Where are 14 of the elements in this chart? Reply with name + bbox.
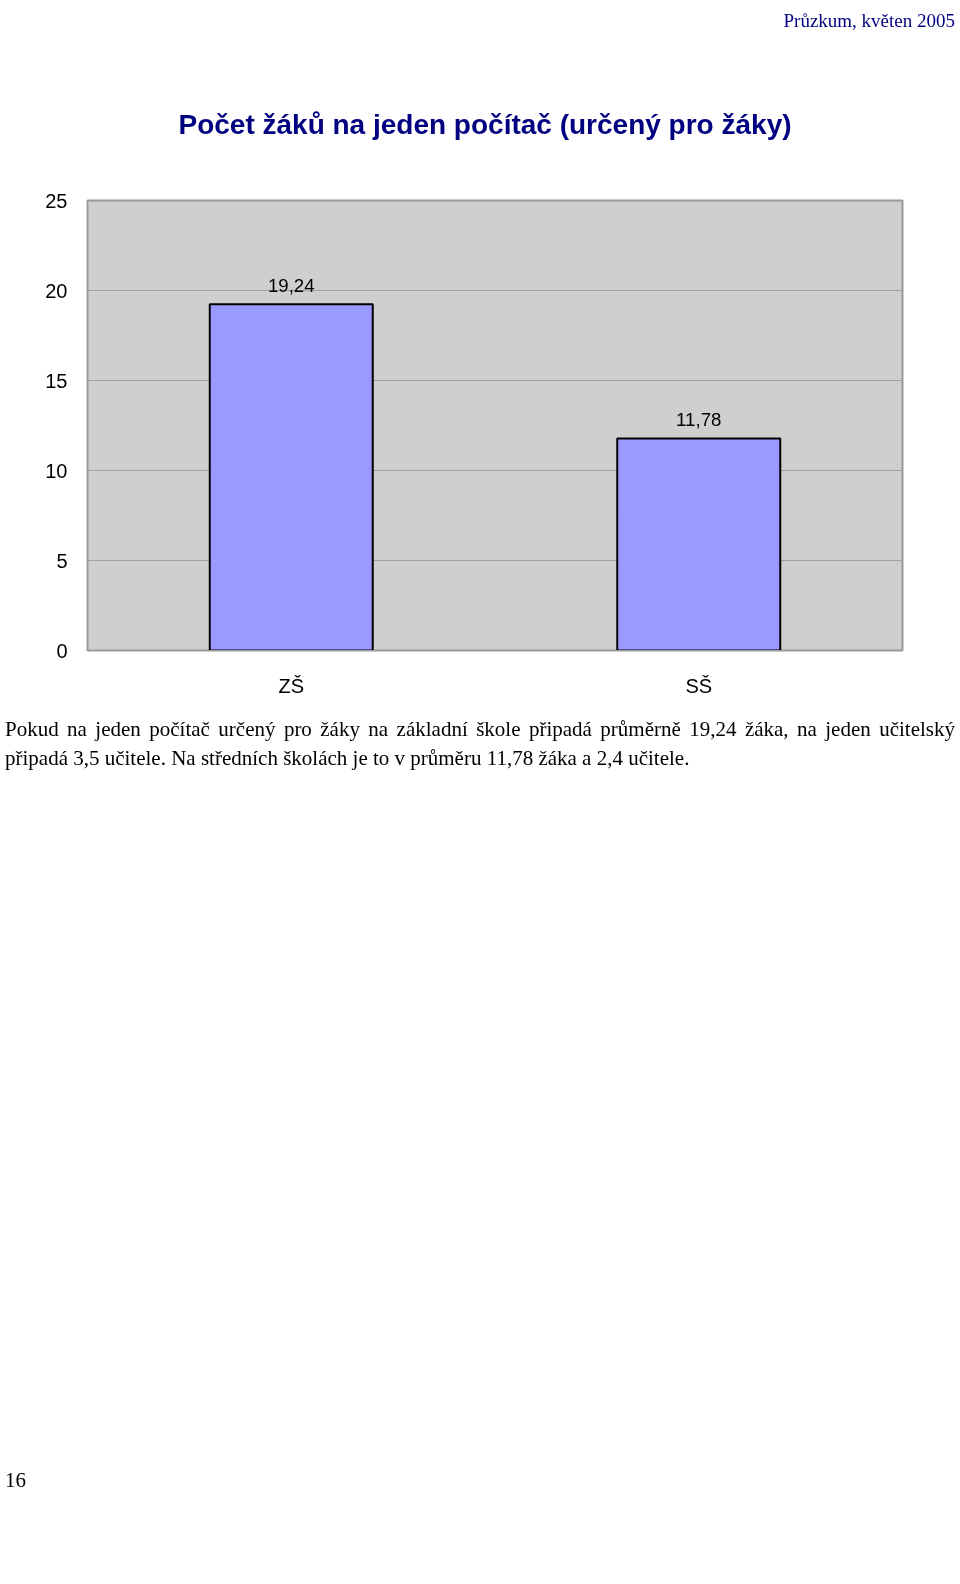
y-tick-label: 5	[56, 549, 68, 572]
chart-title: Počet žáků na jeden počítač (určený pro žáky)	[177, 108, 793, 142]
x-tick-label: ZŠ	[278, 674, 305, 697]
data-label: 19,24	[267, 275, 315, 297]
x-tick-label: SŠ	[685, 674, 713, 697]
y-tick-label: 25	[45, 189, 68, 212]
y-tick-label: 15	[45, 369, 68, 392]
text: Průzkum, květen 2005	[782, 9, 955, 33]
text: 16	[5, 1467, 26, 1494]
text: Pokud na jeden počítač určený pro žáky na základní škole připadá průměrně 19,24 žáka, na jeden učitelský připadá 3,5 učitele. Na středních školách je to v průměru 11,78 žáka a 2,4 učitele.	[5, 716, 955, 772]
y-tick-label: 20	[45, 279, 68, 302]
data-label: 11,78	[676, 409, 722, 431]
y-tick-label: 10	[45, 459, 68, 482]
y-tick-label: 0	[56, 639, 68, 662]
